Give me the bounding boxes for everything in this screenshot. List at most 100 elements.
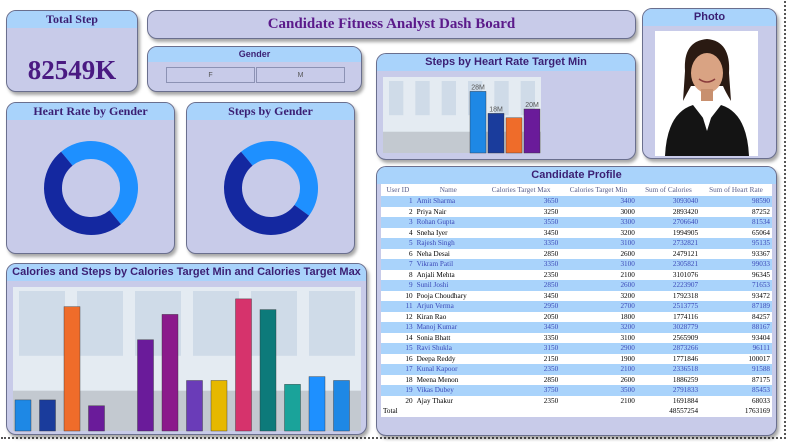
table-cell: Vikas Dubey [414,385,482,396]
table-cell: 11 [381,301,415,312]
total-cell: 48557254 [636,406,701,417]
column-header[interactable]: Calories Target Min [569,186,628,194]
table-cell: 3300 [560,217,637,228]
table-cell: 7 [381,259,415,270]
table-cell: 1792318 [636,290,701,301]
calories-chart-background-window [77,291,123,356]
table-cell: 3350 [482,238,561,249]
table-cell: 3400 [560,196,637,207]
hr-chart-background-window [415,81,430,116]
table-row[interactable]: 8 Anjali Mehta 2350 2100 3101076 96345 [381,269,772,280]
table-cell: 91588 [700,364,772,375]
table-cell: Sonia Bhatt [414,332,482,343]
table-cell: 1994905 [636,227,701,238]
table-row[interactable]: 20 Ajay Thakur 2350 2100 1691884 68033 [381,395,772,406]
table-cell: 3450 [482,322,561,333]
table-cell: 2350 [482,269,561,280]
table-cell: 3101076 [636,269,701,280]
heart-rate-slice-2 [43,151,121,236]
calories-bar-6 [137,339,154,432]
profile-table: User ID Name Calories Target Max Calories T… [381,184,772,417]
candidate-profile-title: Candidate Profile [377,167,776,184]
calories-bar-12 [284,384,301,432]
table-cell: 3100 [560,332,637,343]
steps-by-hr-target-card: Steps by Heart Rate Target Min 28M 18M 20M [376,53,636,160]
hr-bar-2 [487,113,505,154]
hr-bar-label-2: 18M [489,106,503,113]
gender-option-f[interactable]: F [166,67,255,83]
steps-slice-2 [224,151,310,235]
table-cell: 1691884 [636,395,701,406]
table-cell: 3200 [560,322,637,333]
table-total-row: Total 48557254 1763169 [381,406,772,417]
column-header[interactable]: Calories Target Max [491,186,551,194]
table-row[interactable]: 10 Pooja Choudhary 3450 3200 1792318 93472 [381,290,772,301]
table-row[interactable]: 9 Sunil Joshi 2850 2600 2223907 71653 [381,280,772,291]
table-cell: Ravi Shukla [414,343,482,354]
table-cell: 2305821 [636,259,701,270]
table-cell: 3200 [560,290,637,301]
table-cell: 1774116 [636,311,701,322]
column-header[interactable]: Sum of Calories [645,186,692,194]
table-cell: 85453 [700,385,772,396]
table-cell: 84257 [700,311,772,322]
column-header[interactable]: Name [439,186,457,194]
table-cell: 10 [381,290,415,301]
photo-card: Photo [642,8,777,159]
calories-steps-card: Calories and Steps by Calories Target Mi… [6,263,367,435]
table-row[interactable]: 4 Sneha Iyer 3450 3200 1994905 65064 [381,227,772,238]
calories-chart-background-window [19,291,65,356]
calories-chart-background-window [309,291,355,356]
table-row[interactable]: 13 Manoj Kumar 3450 3200 3028779 88167 [381,322,772,333]
table-row[interactable]: 11 Arjun Verma 2950 2700 2513775 87189 [381,301,772,312]
gender-option-m[interactable]: M [256,67,345,83]
table-row[interactable]: 15 Ravi Shukla 3150 2900 2873266 96111 [381,343,772,354]
table-row[interactable]: 16 Deepa Reddy 2150 1900 1771846 100017 [381,353,772,364]
table-row[interactable]: 6 Neha Desai 2850 2600 2479121 93367 [381,248,772,259]
table-cell: 3000 [560,206,637,217]
candidate-profile-card: Candidate Profile User ID Name Calories Ta… [376,166,777,436]
column-header[interactable]: Sum of Heart Rate [709,186,763,194]
table-cell: 2223907 [636,280,701,291]
table-cell: 1886259 [636,374,701,385]
table-cell: 5 [381,238,415,249]
table-row[interactable]: 7 Vikram Patil 3350 3100 2305821 99033 [381,259,772,270]
table-row[interactable]: 17 Kunal Kapoor 2350 2100 2336518 91588 [381,364,772,375]
table-cell: 13 [381,322,415,333]
table-cell: 98590 [700,196,772,207]
hr-chart-background-window [441,81,456,116]
table-row[interactable]: 1 Amit Sharma 3650 3400 3093040 98590 [381,196,772,207]
table-row[interactable]: 12 Kiran Rao 2050 1800 1774116 84257 [381,311,772,322]
table-cell: 3650 [482,196,561,207]
table-cell: Pooja Choudhary [414,290,482,301]
calories-bar-4 [88,405,105,432]
table-cell: 68033 [700,395,772,406]
table-cell: Anjali Mehta [414,269,482,280]
table-cell: Rohan Gupta [414,217,482,228]
table-cell: 3550 [482,217,561,228]
table-row[interactable]: 14 Sonia Bhatt 3350 3100 2565909 93404 [381,332,772,343]
calories-chart-background-window [193,291,239,356]
profile-table-wrap: User ID Name Calories Target Max Calories T… [381,184,772,417]
table-row[interactable]: 5 Rajesh Singh 3350 3100 2732821 95135 [381,238,772,249]
hr-bar-1 [469,91,487,154]
table-cell: Amit Sharma [414,196,482,207]
table-cell: 100017 [700,353,772,364]
table-cell: 15 [381,343,415,354]
table-cell: 2873266 [636,343,701,354]
table-cell: Deepa Reddy [414,353,482,364]
table-row[interactable]: 18 Meena Menon 2850 2600 1886259 87175 [381,374,772,385]
table-cell: 14 [381,332,415,343]
heart-rate-by-gender-title: Heart Rate by Gender [7,103,174,120]
table-row[interactable]: 3 Rohan Gupta 3550 3300 2706640 81534 [381,217,772,228]
table-cell: 3450 [482,227,561,238]
table-row[interactable]: 2 Priya Nair 3250 3000 2893420 87252 [381,206,772,217]
table-cell: 87252 [700,206,772,217]
calories-bar-14 [333,380,350,432]
column-header[interactable]: User ID [386,186,410,194]
table-row[interactable]: 19 Vikas Dubey 3750 3500 2791833 85453 [381,385,772,396]
table-cell: Sunil Joshi [414,280,482,291]
calories-bar-10 [235,298,252,432]
table-cell: 2565909 [636,332,701,343]
table-cell: 3350 [482,259,561,270]
